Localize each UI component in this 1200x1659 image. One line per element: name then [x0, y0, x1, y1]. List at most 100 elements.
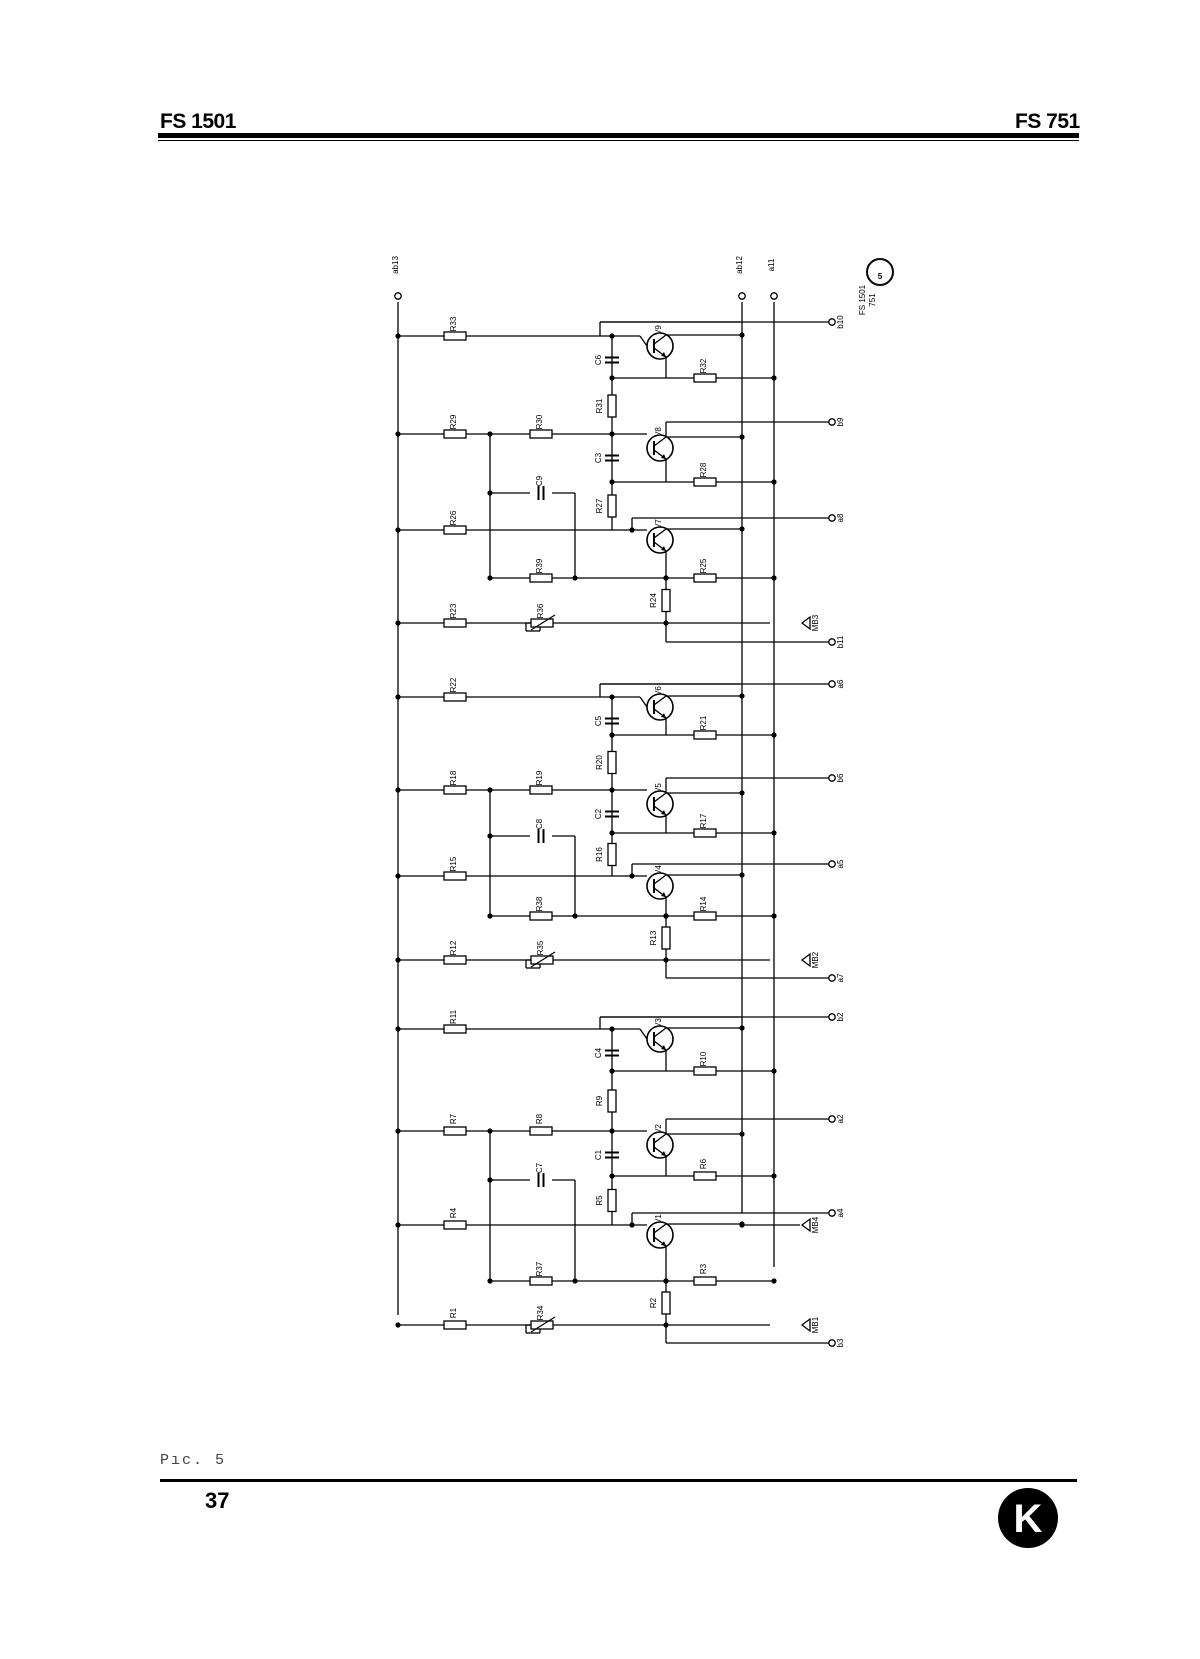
capacitor-label: C4 — [594, 1047, 603, 1058]
resistor-label: R25 — [699, 558, 708, 573]
resistor-label: R38 — [535, 896, 544, 911]
resistor-label: R39 — [535, 558, 544, 573]
junction-dot — [609, 333, 615, 339]
terminal-circle — [828, 638, 836, 646]
resistor-R27 — [607, 494, 617, 518]
resistor-label: R1 — [449, 1307, 458, 1318]
terminal-circle — [828, 974, 836, 982]
resistor-label: R24 — [649, 593, 658, 608]
terminal-circle — [770, 292, 778, 300]
terminal-label: b6 — [836, 773, 845, 782]
junction-dot — [395, 787, 401, 793]
measure-point — [800, 952, 811, 968]
terminal-label: MB4 — [811, 1216, 820, 1233]
resistor-R29 — [443, 429, 467, 439]
junction-dot — [395, 1322, 401, 1328]
terminal-label: b9 — [836, 417, 845, 426]
terminal-circle — [828, 1115, 836, 1123]
junction-dot — [771, 1068, 777, 1074]
resistor-R1 — [443, 1320, 467, 1330]
resistor-label: R19 — [535, 770, 544, 785]
measure-point — [800, 615, 811, 631]
measure-point — [800, 1217, 811, 1233]
emitter-arrow — [661, 810, 666, 815]
transistor-V2 — [646, 1131, 674, 1159]
terminal-label: MB3 — [811, 614, 820, 631]
resistor-label: R21 — [699, 715, 708, 730]
junction-dot — [739, 1131, 745, 1137]
footer-rule — [160, 1479, 1077, 1482]
resistor-label: R23 — [449, 603, 458, 618]
transistor-label: V7 — [654, 519, 663, 529]
capacitor-gap — [538, 1174, 544, 1186]
transistor-collector — [653, 436, 667, 447]
junction-dot — [487, 490, 493, 496]
junction-dot — [663, 575, 669, 581]
junction-dot — [395, 1128, 401, 1134]
resistor-R16 — [607, 842, 617, 867]
resistor-label: R3 — [699, 1263, 708, 1274]
emitter-arrow — [661, 352, 666, 357]
resistor-R21 — [693, 730, 717, 740]
header-rule — [158, 133, 1079, 138]
terminal-label: ab13 — [391, 256, 400, 274]
capacitor-label: C9 — [535, 475, 544, 486]
terminal-label: b10 — [836, 315, 845, 329]
resistor-R23 — [443, 618, 467, 628]
junction-dot — [739, 790, 745, 796]
resistor-R28 — [693, 477, 717, 487]
junction-dot — [487, 575, 493, 581]
transistor-V1 — [646, 1221, 674, 1249]
wire — [639, 1028, 648, 1040]
resistor-label: R34 — [536, 1305, 545, 1320]
capacitor-gap — [538, 830, 544, 842]
capacitor-label: C7 — [535, 1162, 544, 1173]
terminal-label: b11 — [836, 635, 845, 648]
header-rule-thin — [158, 140, 1079, 141]
junction-dot — [771, 1173, 777, 1179]
transistor-V6 — [646, 693, 674, 721]
resistor-label: R17 — [699, 813, 708, 828]
capacitor-label: C3 — [594, 452, 603, 463]
junction-dot — [739, 434, 745, 440]
transistor-label: V4 — [654, 865, 663, 875]
emitter-arrow — [661, 1045, 666, 1050]
logo-letter: K — [1014, 1497, 1043, 1541]
transistor-label: V9 — [654, 325, 663, 335]
terminal-circle — [828, 860, 836, 868]
transistor-V7 — [646, 526, 674, 554]
capacitor-label: C8 — [535, 818, 544, 829]
resistor-R11 — [443, 1024, 467, 1034]
emitter-arrow — [661, 454, 666, 459]
emitter-arrow — [661, 546, 666, 551]
terminal-circle — [828, 680, 836, 688]
junction-dot — [771, 830, 777, 836]
emitter-arrow — [661, 1151, 666, 1156]
wire — [639, 335, 648, 347]
resistor-label: R22 — [449, 677, 458, 692]
resistor-label: R9 — [595, 1095, 604, 1106]
transistor-label: V3 — [654, 1018, 663, 1028]
junction-dot — [487, 1278, 493, 1284]
resistor-label: R8 — [535, 1113, 544, 1124]
resistor-label: R35 — [536, 940, 545, 955]
transistor-label: V6 — [654, 686, 663, 696]
badge-text: 751 — [868, 293, 877, 307]
resistor-label: R31 — [595, 398, 604, 413]
terminal-label: MB1 — [811, 1316, 820, 1333]
resistor-R3 — [693, 1276, 717, 1286]
junction-dot — [487, 1177, 493, 1183]
resistor-R6 — [693, 1171, 717, 1181]
resistor-R22 — [443, 692, 467, 702]
junction-dot — [395, 694, 401, 700]
resistor-R19 — [529, 785, 553, 795]
junction-dot — [395, 1026, 401, 1032]
transistor-V5 — [646, 790, 674, 818]
resistor-label: R28 — [699, 462, 708, 477]
resistor-R31 — [607, 394, 617, 418]
capacitor-gap — [538, 487, 544, 499]
header-left: FS 1501 — [160, 110, 236, 133]
terminal-label: b2 — [836, 1012, 845, 1021]
resistor-R26 — [443, 525, 467, 535]
terminal-circle — [828, 1339, 836, 1347]
